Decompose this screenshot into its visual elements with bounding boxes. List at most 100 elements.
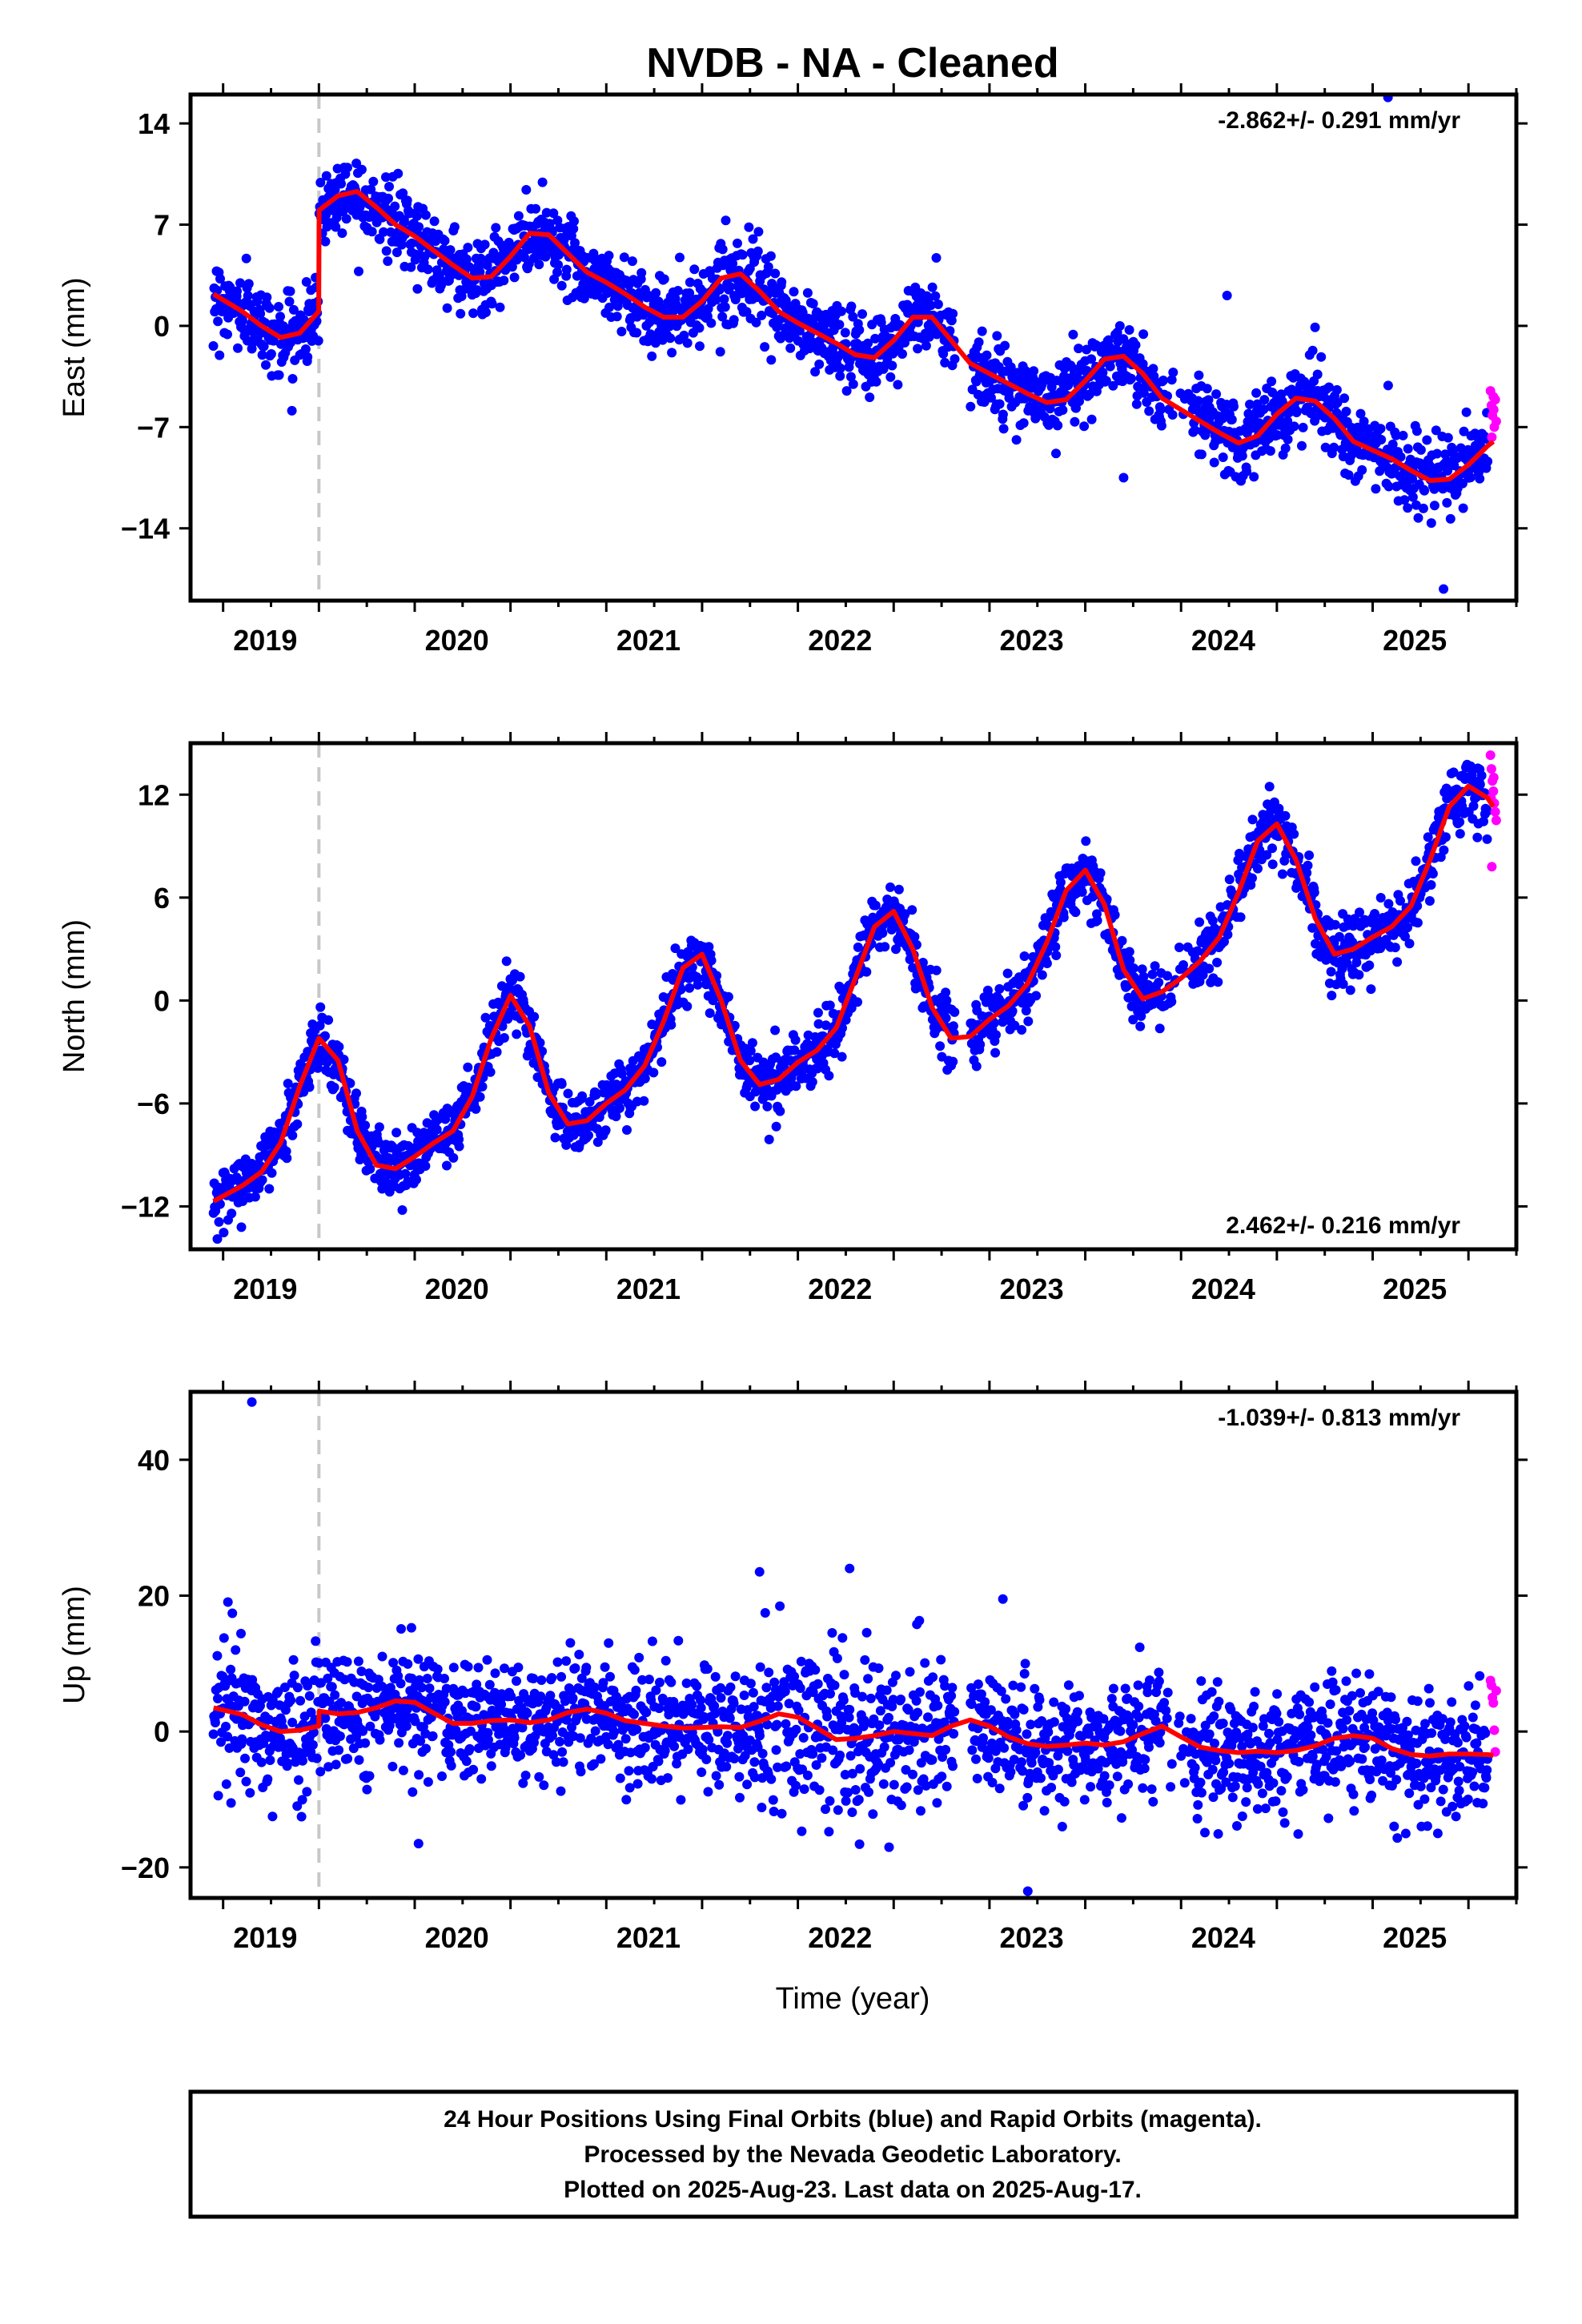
final-orbit-point bbox=[1343, 470, 1354, 480]
final-orbit-point bbox=[320, 1713, 331, 1723]
final-orbit-point bbox=[448, 1663, 459, 1673]
final-orbit-point bbox=[1289, 421, 1299, 432]
final-orbit-point bbox=[600, 1125, 611, 1136]
final-orbit-point bbox=[441, 1683, 452, 1694]
final-orbit-point bbox=[420, 1161, 431, 1171]
final-orbit-point bbox=[1046, 382, 1057, 392]
final-orbit-point bbox=[429, 216, 440, 227]
final-orbit-point bbox=[1125, 955, 1135, 966]
final-orbit-point bbox=[243, 291, 253, 301]
final-orbit-point bbox=[1330, 919, 1340, 930]
plot-area bbox=[208, 94, 1501, 601]
final-orbit-point bbox=[509, 272, 520, 283]
final-orbit-point bbox=[926, 300, 936, 311]
final-orbit-point bbox=[750, 1101, 761, 1112]
final-orbit-point bbox=[365, 1721, 375, 1731]
final-orbit-point bbox=[561, 1140, 572, 1150]
final-orbit-point bbox=[1259, 395, 1270, 405]
final-orbit-point bbox=[1400, 931, 1410, 942]
final-orbit-point bbox=[647, 351, 657, 361]
final-orbit-point bbox=[990, 1047, 1001, 1058]
final-orbit-point bbox=[1068, 329, 1078, 340]
final-orbit-point bbox=[994, 983, 1005, 994]
rapid-orbit-point bbox=[1490, 395, 1500, 405]
final-orbit-point bbox=[1162, 971, 1172, 981]
final-orbit-point bbox=[1081, 836, 1091, 846]
final-orbit-point bbox=[397, 1205, 408, 1215]
final-orbit-point bbox=[747, 1038, 757, 1048]
final-orbit-point bbox=[1150, 961, 1160, 971]
final-orbit-point bbox=[1070, 416, 1080, 427]
final-orbit-point bbox=[1280, 810, 1291, 821]
final-orbit-point bbox=[336, 179, 346, 189]
final-orbit-point bbox=[1156, 420, 1166, 431]
final-orbit-point bbox=[235, 278, 245, 288]
final-orbit-point bbox=[360, 1120, 371, 1131]
final-orbit-point bbox=[1019, 951, 1030, 961]
final-orbit-point bbox=[289, 1671, 299, 1681]
final-orbit-point bbox=[631, 1685, 641, 1695]
final-orbit-point bbox=[241, 253, 251, 263]
final-orbit-point bbox=[1324, 382, 1334, 392]
final-orbit-point bbox=[464, 1743, 475, 1754]
final-orbit-point bbox=[454, 1141, 464, 1152]
final-orbit-point bbox=[1130, 340, 1141, 350]
final-orbit-point bbox=[210, 1718, 220, 1727]
x-tick-label: 2024 bbox=[1191, 624, 1255, 657]
final-orbit-point bbox=[245, 1787, 255, 1798]
final-orbit-point bbox=[232, 286, 242, 296]
final-orbit-point bbox=[287, 405, 297, 416]
final-orbit-point bbox=[998, 409, 1008, 420]
final-orbit-point bbox=[396, 1679, 406, 1689]
final-orbit-point bbox=[499, 275, 509, 286]
outlier-point bbox=[764, 1134, 774, 1144]
final-orbit-point bbox=[500, 1663, 509, 1674]
final-orbit-point bbox=[1265, 446, 1275, 456]
final-orbit-point bbox=[1395, 452, 1406, 462]
final-orbit-point bbox=[1079, 421, 1090, 432]
final-orbit-point bbox=[596, 1754, 606, 1764]
final-orbit-point bbox=[387, 1761, 398, 1771]
final-orbit-point bbox=[394, 1738, 404, 1748]
final-orbit-point bbox=[1472, 832, 1483, 842]
final-orbit-point bbox=[1103, 335, 1114, 345]
final-orbit-point bbox=[292, 1119, 303, 1129]
final-orbit-point bbox=[367, 227, 377, 237]
final-orbit-point bbox=[762, 1101, 773, 1112]
final-orbit-point bbox=[616, 327, 627, 336]
final-orbit-point bbox=[406, 1622, 416, 1633]
final-orbit-point bbox=[1332, 397, 1343, 408]
final-orbit-point bbox=[353, 1656, 363, 1667]
final-orbit-point bbox=[1235, 912, 1246, 923]
final-orbit-point bbox=[1413, 513, 1423, 523]
final-orbit-point bbox=[1431, 425, 1441, 436]
final-orbit-point bbox=[1312, 369, 1323, 380]
final-orbit-point bbox=[548, 1731, 557, 1741]
rapid-orbit-point bbox=[1490, 806, 1500, 817]
final-orbit-point bbox=[1375, 893, 1386, 903]
final-orbit-point bbox=[771, 1121, 781, 1132]
final-orbit-point bbox=[744, 222, 754, 232]
final-orbit-point bbox=[1448, 767, 1459, 778]
final-orbit-point bbox=[491, 223, 501, 233]
final-orbit-point bbox=[1077, 887, 1087, 897]
x-tick-label: 2020 bbox=[425, 1273, 489, 1305]
final-orbit-point bbox=[223, 329, 232, 340]
final-orbit-point bbox=[1166, 375, 1177, 385]
final-orbit-point bbox=[992, 331, 1002, 341]
final-orbit-point bbox=[490, 1668, 500, 1679]
final-orbit-point bbox=[304, 1691, 315, 1701]
final-orbit-point bbox=[604, 302, 614, 312]
x-tick-label: 2022 bbox=[808, 1273, 872, 1305]
final-orbit-point bbox=[1247, 873, 1257, 883]
final-orbit-point bbox=[909, 931, 920, 942]
final-orbit-point bbox=[1439, 845, 1449, 855]
final-orbit-point bbox=[619, 252, 629, 263]
final-orbit-point bbox=[777, 277, 787, 287]
final-orbit-point bbox=[1297, 440, 1307, 451]
final-orbit-point bbox=[632, 328, 642, 338]
final-orbit-point bbox=[634, 1652, 644, 1663]
final-orbit-point bbox=[476, 1774, 487, 1784]
final-orbit-point bbox=[1209, 457, 1219, 468]
